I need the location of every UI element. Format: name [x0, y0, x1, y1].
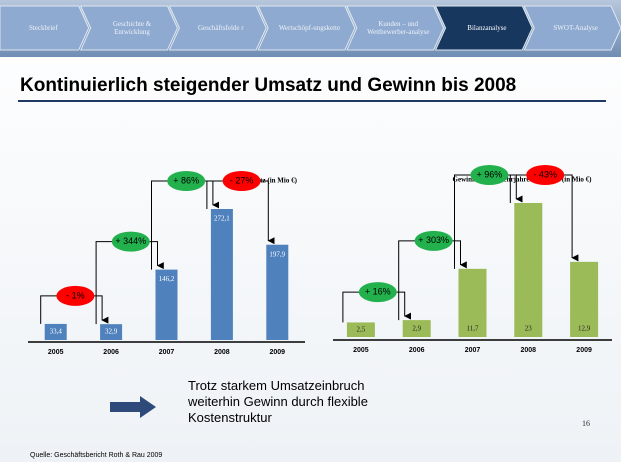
slide-title: Kontinuierlich steigender Umsatz und Gew… — [20, 75, 516, 96]
value-label: 2,9 — [412, 325, 421, 333]
nav-chevron — [168, 5, 267, 51]
nav-label-box: Steckbrief — [28, 24, 58, 32]
change-label: - 43% — [533, 169, 557, 179]
x-tick-label: 2007 — [159, 349, 175, 356]
page-number: 16 — [582, 419, 590, 428]
change-badge — [358, 282, 397, 303]
nav-label-box: SWOT-Analyse — [553, 24, 598, 32]
nav-item[interactable]: Kunden – und Wettbewerber-analyse — [367, 20, 430, 36]
bar — [402, 320, 431, 337]
x-tick-label: 2009 — [576, 347, 592, 354]
note: Trotz starkem Umsatzeinbruch weiterhin G… — [188, 378, 368, 425]
value-label: 12,9 — [578, 325, 591, 333]
value-label: 23 — [525, 325, 533, 333]
change-label: + 16% — [365, 286, 391, 296]
change-label: + 303% — [418, 235, 449, 245]
nav-chevron — [523, 5, 621, 51]
arrow-icon — [110, 396, 156, 418]
bar — [155, 269, 178, 340]
value-label: 272,1 — [214, 215, 230, 223]
x-tick-label: 2009 — [270, 349, 286, 356]
nav-label-box: Geschichte & Entwicklung — [112, 20, 152, 36]
nav-chevron — [434, 5, 533, 51]
value-label: 2,5 — [357, 325, 366, 333]
change-badge — [222, 171, 261, 191]
change-badge — [167, 171, 206, 191]
change-label: + 86% — [173, 175, 199, 185]
change-label: - 1% — [66, 290, 85, 300]
x-tick-label: 2006 — [409, 347, 425, 354]
value-label: 32,9 — [105, 328, 118, 336]
chart-title: Gewinn in der Mehrjahresübersicht (in Mi… — [453, 176, 593, 184]
change-badge — [111, 231, 150, 252]
nav-label-box: Wertschöpf-ungskette — [278, 24, 341, 32]
bar — [346, 322, 375, 337]
bar — [514, 203, 543, 337]
x-tick-label: 2008 — [214, 349, 230, 356]
x-tick-label: 2005 — [353, 347, 369, 354]
x-tick-label: 2007 — [465, 347, 481, 354]
source: Quelle: Geschäftsbericht Roth & Rau 2009 — [30, 452, 162, 459]
nav-chevron — [257, 5, 356, 51]
nav-item[interactable]: Geschäftsfelde r — [197, 24, 244, 32]
x-tick-label: 2006 — [103, 349, 119, 356]
nav-item[interactable]: Wertschöpf-ungskette — [278, 24, 341, 32]
value-label: 11,7 — [467, 325, 479, 333]
x-tick-label: 2008 — [521, 347, 537, 354]
change-badge — [56, 285, 95, 306]
value-label: 197,9 — [269, 250, 285, 258]
bar — [100, 324, 123, 340]
nav-item[interactable]: SWOT-Analyse — [553, 24, 598, 32]
change-label: - 27% — [230, 175, 254, 185]
change-badge — [526, 165, 565, 185]
nav-chevron — [79, 5, 178, 51]
note-box: Trotz starkem Umsatzeinbruch weiterhin G… — [188, 378, 368, 425]
bar — [458, 268, 487, 337]
nav-chevron — [346, 5, 445, 51]
nav-item[interactable]: Steckbrief — [28, 24, 58, 32]
bar — [266, 244, 289, 340]
change-badge — [414, 230, 453, 251]
nav-label-box: Kunden – und Wettbewerber-analyse — [367, 20, 430, 36]
chart-title: Umsatz (in Mio €) — [243, 177, 298, 185]
nav-chevron — [0, 5, 90, 51]
x-tick-label: 2005 — [48, 349, 64, 356]
bar — [44, 323, 67, 340]
bar — [570, 261, 599, 337]
nav-item[interactable]: Geschichte & Entwicklung — [112, 20, 152, 36]
nav-item[interactable]: Bilanzanalyse — [467, 24, 507, 32]
nav-label-box: Geschäftsfelde r — [197, 24, 244, 32]
bar — [210, 209, 233, 340]
value-label: 33,4 — [50, 328, 63, 336]
change-label: + 96% — [477, 169, 503, 179]
change-badge — [470, 165, 509, 185]
change-label: + 344% — [115, 236, 146, 246]
nav-label-box: Bilanzanalyse — [467, 24, 507, 32]
value-label: 146,2 — [159, 275, 175, 283]
